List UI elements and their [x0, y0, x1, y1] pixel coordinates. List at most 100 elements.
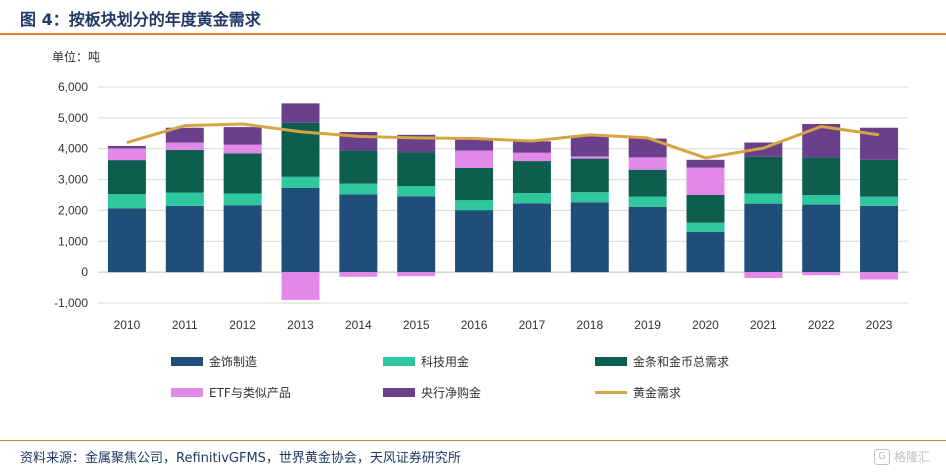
bar-segment — [802, 195, 841, 205]
title-divider — [0, 33, 946, 35]
bar-segment — [628, 157, 667, 170]
bar-segment — [107, 160, 146, 195]
bar-segment — [744, 193, 783, 204]
bar-segment — [570, 136, 609, 157]
watermark-logo-icon: G — [873, 448, 890, 465]
bar-segment — [223, 153, 262, 194]
bar-segment — [686, 232, 725, 273]
bar-segment — [339, 194, 378, 273]
bar-segment — [107, 194, 146, 209]
watermark: G 格隆汇 — [873, 448, 930, 465]
bar-segment — [860, 205, 899, 273]
bar-segment — [686, 195, 725, 223]
bar-segment — [455, 167, 494, 201]
x-tick-label: 2022 — [808, 318, 835, 332]
bar-segment — [570, 202, 609, 273]
bar-segment — [281, 176, 320, 188]
legend-label: 黄金需求 — [633, 386, 682, 400]
bar-segment — [455, 150, 494, 168]
y-tick-label: 6,000 — [58, 80, 88, 94]
line-series-demand — [126, 122, 880, 160]
bar-segment — [339, 150, 378, 184]
bar-segment — [512, 141, 551, 153]
x-tick-label: 2016 — [461, 318, 488, 332]
bar-segment — [107, 145, 146, 149]
legend-item: 金条和金币总需求 — [595, 353, 729, 370]
legend-item: 黄金需求 — [595, 384, 681, 401]
chart-title: 图 4：按板块划分的年度黄金需求 — [20, 10, 261, 29]
bar-segment — [281, 272, 320, 300]
legend-color-swatch — [171, 357, 203, 366]
x-tick-label: 2010 — [114, 318, 141, 332]
y-tick-label: 0 — [81, 265, 88, 279]
bar-segment — [223, 144, 262, 154]
y-tick-label: -1,000 — [54, 296, 88, 310]
bar-segment — [165, 149, 204, 193]
bar-segment — [628, 169, 667, 197]
y-tick-label: 4,000 — [58, 142, 88, 156]
x-tick-label: 2021 — [750, 318, 777, 332]
y-tick-label: 1,000 — [58, 234, 88, 248]
legend-color-swatch — [595, 357, 627, 366]
legend-label: 金条和金币总需求 — [633, 355, 730, 369]
bar-segment — [165, 127, 204, 143]
bar-segment — [628, 138, 667, 158]
x-tick-label: 2015 — [403, 318, 430, 332]
bar-segment — [455, 200, 494, 211]
bar-segment — [107, 148, 146, 161]
x-tick-label: 2019 — [634, 318, 661, 332]
bar-segment — [744, 272, 783, 279]
bar-segment — [570, 156, 609, 159]
bar-segment — [860, 196, 899, 206]
x-tick-label: 2014 — [345, 318, 372, 332]
bar-segment — [802, 272, 841, 276]
x-tick-label: 2023 — [866, 318, 893, 332]
legend-color-swatch — [171, 388, 203, 397]
y-tick-label: 5,000 — [58, 111, 88, 125]
bar-segment — [512, 152, 551, 162]
x-tick-label: 2013 — [287, 318, 314, 332]
legend-item: 科技用金 — [383, 353, 469, 370]
bar-segment — [223, 127, 262, 145]
footer-divider — [0, 440, 946, 441]
legend-color-swatch — [383, 388, 415, 397]
bar-segment — [744, 156, 783, 194]
bar-segment — [686, 222, 725, 233]
bar-segment — [165, 142, 204, 150]
legend-item: ETF与类似产品 — [171, 384, 291, 401]
source-note: 资料来源：金属聚焦公司，RefinitivGFMS，世界黄金协会，天风证券研究所 — [20, 451, 461, 466]
bar-segment — [570, 158, 609, 193]
legend-label: 央行净购金 — [421, 386, 482, 400]
legend-label: ETF与类似产品 — [209, 386, 291, 400]
bar-segment — [397, 186, 436, 197]
bar-segment — [512, 193, 551, 204]
bar-segment — [686, 167, 725, 195]
bar-segment — [455, 210, 494, 273]
bar-segment — [339, 272, 378, 277]
legend-label: 金饰制造 — [209, 355, 258, 369]
bar-segment — [281, 103, 320, 123]
unit-label: 单位：吨 — [52, 50, 101, 64]
bar-segment — [107, 208, 146, 273]
bar-segment — [165, 205, 204, 273]
chart-area: -1,000 0 1,000 2,000 3,000 4,000 5,000 6,000 201… — [54, 80, 908, 332]
bar-segment — [339, 183, 378, 195]
bar-segment — [512, 161, 551, 194]
x-tick-label: 2020 — [692, 318, 719, 332]
legend-item: 金饰制造 — [171, 353, 257, 370]
bar-segment — [397, 272, 436, 277]
legend-label: 科技用金 — [421, 355, 470, 369]
bar-segment — [628, 206, 667, 273]
x-tick-label: 2017 — [519, 318, 546, 332]
bar-segment — [397, 152, 436, 187]
bar-segment — [570, 192, 609, 203]
x-tick-label: 2012 — [229, 318, 256, 332]
bar-segment — [223, 205, 262, 273]
y-tick-label: 2,000 — [58, 203, 88, 217]
bar-segment — [802, 204, 841, 273]
bar-segment — [223, 193, 262, 206]
bar-segment — [455, 138, 494, 151]
bar-segment — [744, 203, 783, 273]
bar-segment — [512, 203, 551, 273]
watermark-text: 格隆汇 — [893, 450, 930, 464]
